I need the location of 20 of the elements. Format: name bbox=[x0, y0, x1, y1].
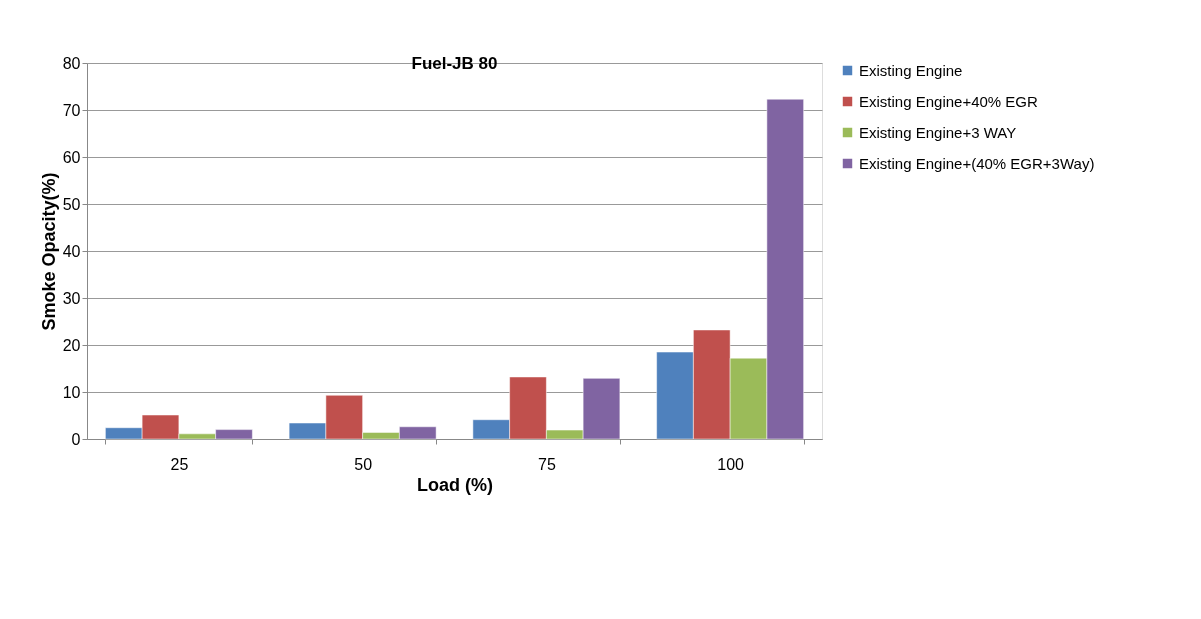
y-tick-label: 0 bbox=[71, 430, 81, 448]
y-axis-title: Smoke Opacity(%) bbox=[38, 172, 59, 331]
x-tick-label: 100 bbox=[717, 455, 745, 473]
y-tick-label: 20 bbox=[62, 336, 81, 354]
y-tick-label: 80 bbox=[62, 54, 81, 72]
y-tick-label: 70 bbox=[62, 101, 81, 119]
x-tick-label: 25 bbox=[170, 455, 189, 473]
x-axis-title: Load (%) bbox=[417, 474, 493, 495]
legend-label: Existing Engine bbox=[859, 61, 963, 79]
y-tick-label: 60 bbox=[62, 148, 81, 166]
legend-label: Existing Engine+(40% EGR+3Way) bbox=[859, 154, 1095, 172]
y-tick-label: 40 bbox=[62, 242, 81, 260]
y-tick-label: 30 bbox=[62, 289, 81, 307]
y-tick-label: 50 bbox=[62, 195, 81, 213]
legend-label: Existing Engine+40% EGR bbox=[859, 92, 1039, 110]
legend-label: Existing Engine+3 WAY bbox=[859, 123, 1017, 141]
x-tick-label: 50 bbox=[354, 455, 373, 473]
chart-title: Fuel-JB 80 bbox=[411, 54, 498, 73]
x-tick-label: 75 bbox=[537, 455, 556, 473]
y-tick-label: 10 bbox=[62, 383, 81, 401]
